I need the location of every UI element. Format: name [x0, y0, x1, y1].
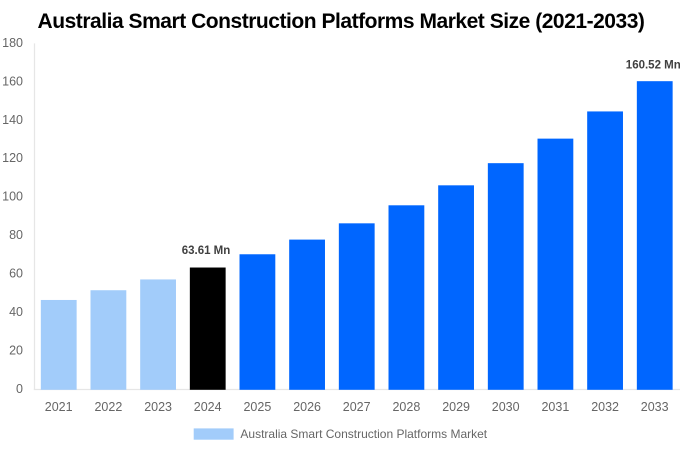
svg-text:2027: 2027 — [343, 400, 371, 414]
svg-text:60: 60 — [9, 267, 23, 281]
svg-text:40: 40 — [9, 305, 23, 319]
svg-text:2022: 2022 — [94, 400, 122, 414]
svg-text:20: 20 — [9, 344, 23, 358]
svg-text:2031: 2031 — [541, 400, 569, 414]
svg-text:0: 0 — [16, 382, 23, 396]
svg-text:Australia Smart Construction P: Australia Smart Construction Platforms M… — [38, 10, 645, 33]
svg-text:2021: 2021 — [45, 400, 73, 414]
svg-text:2024: 2024 — [194, 400, 222, 414]
svg-text:180: 180 — [2, 36, 23, 50]
svg-text:2026: 2026 — [293, 400, 321, 414]
svg-text:160.52 Mn: 160.52 Mn — [626, 59, 680, 71]
svg-text:2032: 2032 — [591, 400, 619, 414]
svg-text:120: 120 — [2, 151, 23, 165]
svg-text:140: 140 — [2, 113, 23, 127]
svg-text:80: 80 — [9, 228, 23, 242]
svg-text:2028: 2028 — [392, 400, 420, 414]
svg-text:63.61 Mn: 63.61 Mn — [182, 245, 231, 257]
svg-text:2030: 2030 — [492, 400, 520, 414]
svg-text:Australia Smart Construction P: Australia Smart Construction Platforms M… — [240, 427, 487, 441]
svg-text:2023: 2023 — [144, 400, 172, 414]
svg-text:2029: 2029 — [442, 400, 470, 414]
svg-text:2025: 2025 — [243, 400, 271, 414]
svg-text:2033: 2033 — [641, 400, 669, 414]
svg-text:100: 100 — [2, 190, 23, 204]
svg-text:160: 160 — [2, 74, 23, 88]
